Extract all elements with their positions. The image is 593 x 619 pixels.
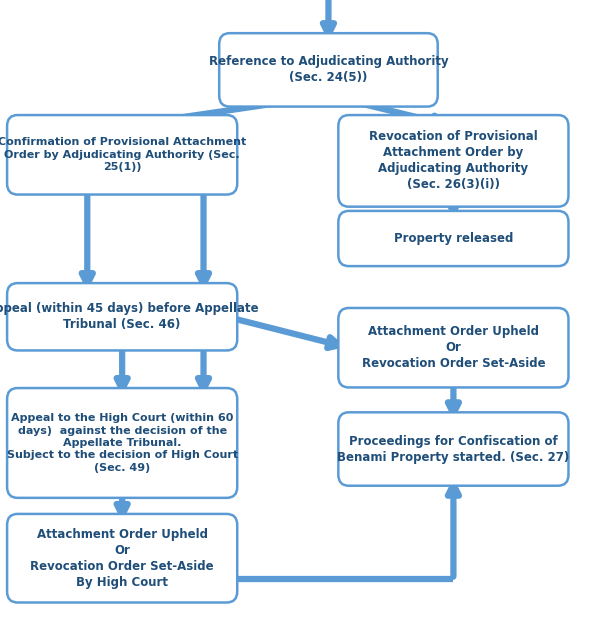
FancyBboxPatch shape [7, 514, 237, 602]
Text: Confirmation of Provisional Attachment
Order by Adjudicating Authority (Sec.
25(: Confirmation of Provisional Attachment O… [0, 137, 246, 172]
FancyBboxPatch shape [7, 115, 237, 194]
Text: Reference to Adjudicating Authority
(Sec. 24(5)): Reference to Adjudicating Authority (Sec… [209, 55, 448, 84]
Text: Attachment Order Upheld
Or
Revocation Order Set-Aside: Attachment Order Upheld Or Revocation Or… [362, 325, 545, 370]
FancyBboxPatch shape [219, 33, 438, 106]
FancyBboxPatch shape [339, 412, 569, 486]
FancyBboxPatch shape [339, 211, 569, 266]
Text: Property released: Property released [394, 232, 513, 245]
Text: Revocation of Provisional
Attachment Order by
Adjudicating Authority
(Sec. 26(3): Revocation of Provisional Attachment Ord… [369, 131, 538, 191]
FancyBboxPatch shape [7, 388, 237, 498]
Text: Attachment Order Upheld
Or
Revocation Order Set-Aside
By High Court: Attachment Order Upheld Or Revocation Or… [30, 528, 214, 589]
Text: Appeal (within 45 days) before Appellate
Tribunal (Sec. 46): Appeal (within 45 days) before Appellate… [0, 302, 259, 331]
Text: Proceedings for Confiscation of
Benami Property started. (Sec. 27): Proceedings for Confiscation of Benami P… [337, 435, 569, 464]
Text: Appeal to the High Court (within 60
days)  against the decision of the
Appellate: Appeal to the High Court (within 60 days… [7, 413, 238, 473]
FancyBboxPatch shape [7, 283, 237, 350]
FancyBboxPatch shape [339, 115, 569, 207]
FancyBboxPatch shape [339, 308, 569, 387]
